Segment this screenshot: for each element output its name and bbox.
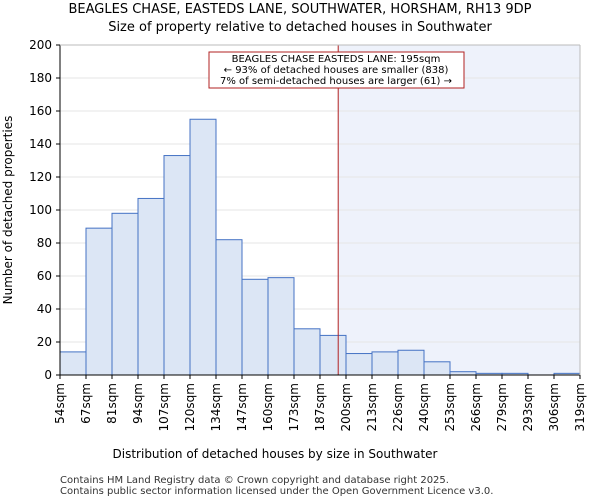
x-tick-label: 253sqm — [443, 383, 457, 431]
x-tick-label: 81sqm — [105, 383, 119, 424]
y-tick-label: 60 — [37, 269, 52, 283]
histogram-bar — [267, 277, 295, 376]
x-tick-label: 134sqm — [209, 383, 223, 431]
histogram-bar — [371, 351, 399, 376]
x-tick-label: 54sqm — [53, 383, 67, 424]
x-axis-label: Distribution of detached houses by size … — [113, 447, 438, 461]
histogram-bar — [345, 353, 373, 376]
histogram-bar — [397, 349, 425, 376]
annotation-line2: ← 93% of detached houses are smaller (83… — [224, 65, 449, 76]
histogram-bar — [189, 118, 217, 376]
x-tick-label: 213sqm — [365, 383, 379, 431]
x-tick-label: 306sqm — [547, 383, 561, 431]
y-tick-label: 200 — [29, 38, 52, 52]
y-tick-label: 140 — [29, 137, 52, 151]
x-tick-label: 200sqm — [339, 383, 353, 431]
x-tick-label: 160sqm — [261, 383, 275, 431]
x-tick-label: 147sqm — [235, 383, 249, 431]
x-tick-label: 240sqm — [417, 383, 431, 431]
histogram-bar — [293, 328, 321, 376]
x-tick-labels: 54sqm 67sqm 81sqm 94sqm 107sqm 120sqm 134sqm 14… — [53, 375, 587, 431]
footer-line2: Contains public sector information licen… — [60, 486, 493, 497]
x-tick-label: 173sqm — [287, 383, 301, 431]
bars — [59, 118, 581, 376]
chart-title-line1: BEAGLES CHASE, EASTEDS LANE, SOUTHWATER,… — [69, 2, 532, 17]
x-tick-label: 120sqm — [183, 383, 197, 431]
x-tick-label: 293sqm — [521, 383, 535, 431]
chart-title-line2: Size of property relative to detached ho… — [108, 20, 492, 35]
histogram-bar — [163, 155, 191, 376]
histogram-bar — [215, 239, 243, 376]
x-tick-label: 107sqm — [157, 383, 171, 431]
y-tick-label: 120 — [29, 170, 52, 184]
histogram-bar — [59, 351, 87, 376]
annotation-line1: BEAGLES CHASE EASTEDS LANE: 195sqm — [232, 54, 441, 65]
y-tick-label: 180 — [29, 71, 52, 85]
y-tick-label: 160 — [29, 104, 52, 118]
y-tick-label: 100 — [29, 203, 52, 217]
y-axis-label: Number of detached properties — [1, 116, 15, 305]
histogram-bar — [319, 334, 347, 376]
y-tick-label: 40 — [37, 302, 52, 316]
x-tick-label: 279sqm — [495, 383, 509, 431]
y-tick-labels: 0 20 40 60 80 100 120 140 160 180 200 — [29, 38, 60, 382]
histogram-bar — [241, 278, 269, 376]
x-tick-label: 266sqm — [469, 383, 483, 431]
histogram-bar — [85, 227, 113, 376]
x-tick-label: 94sqm — [131, 383, 145, 424]
footer-line1: Contains HM Land Registry data © Crown c… — [60, 475, 449, 486]
histogram-bar — [137, 197, 165, 376]
x-tick-label: 319sqm — [573, 383, 587, 431]
histogram-bar — [423, 361, 451, 376]
histogram-bar — [111, 212, 139, 376]
x-tick-label: 187sqm — [313, 383, 327, 431]
y-tick-label: 80 — [37, 236, 52, 250]
x-tick-label: 67sqm — [79, 383, 93, 424]
annotation-box — [208, 51, 465, 89]
y-tick-label: 0 — [44, 368, 52, 382]
x-tick-label: 226sqm — [391, 383, 405, 431]
annotation-line3: 7% of semi-detached houses are larger (6… — [220, 76, 452, 87]
y-tick-label: 20 — [37, 335, 52, 349]
